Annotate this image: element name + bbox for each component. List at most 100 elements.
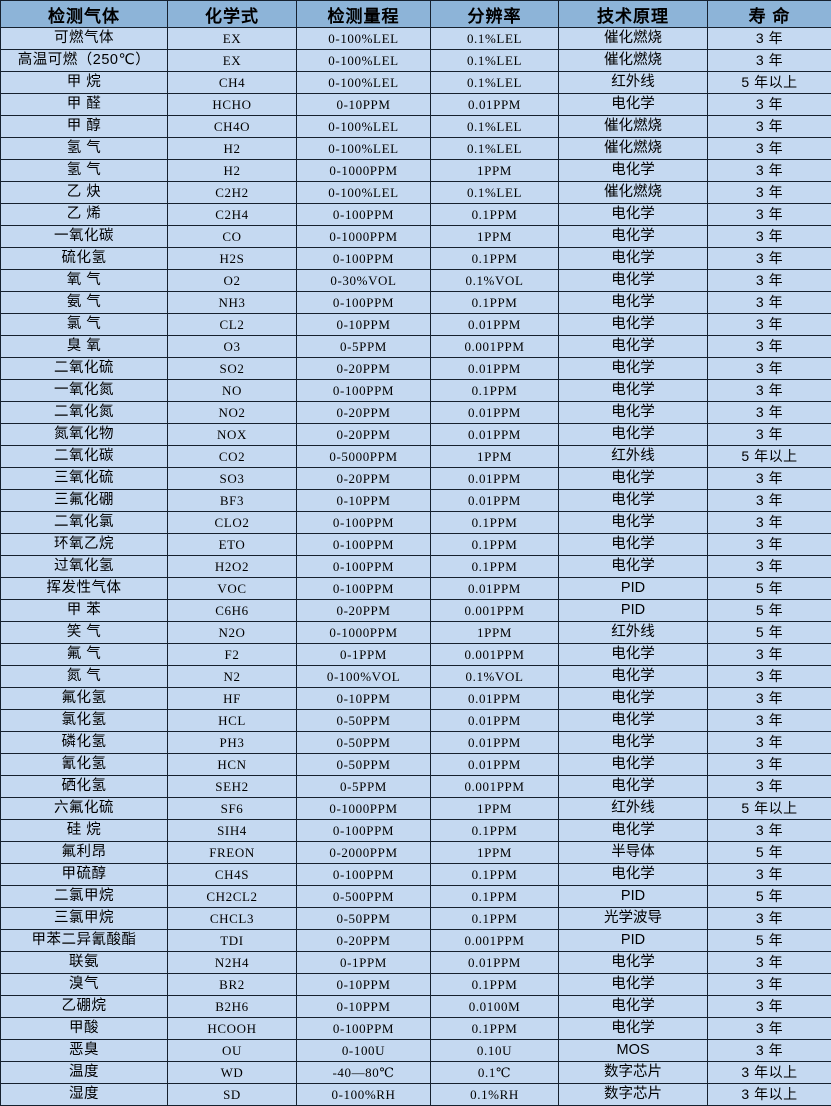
- cell-range: 0-5000PPM: [297, 446, 431, 468]
- cell-life: 3 年: [708, 314, 831, 336]
- cell-form: CH4: [168, 72, 297, 94]
- cell-form: OU: [168, 1040, 297, 1062]
- cell-res: 0.01PPM: [431, 578, 559, 600]
- cell-tech: 催化燃烧: [559, 138, 708, 160]
- cell-res: 0.1%LEL: [431, 138, 559, 160]
- cell-res: 0.1%LEL: [431, 72, 559, 94]
- cell-tech: 电化学: [559, 776, 708, 798]
- cell-res: 0.10U: [431, 1040, 559, 1062]
- cell-form: H2: [168, 138, 297, 160]
- cell-life: 3 年: [708, 226, 831, 248]
- cell-res: 0.1%RH: [431, 1084, 559, 1106]
- cell-form: B2H6: [168, 996, 297, 1018]
- cell-gas: 氟 气: [1, 644, 168, 666]
- cell-gas: 磷化氢: [1, 732, 168, 754]
- cell-life: 3 年: [708, 754, 831, 776]
- cell-form: SO3: [168, 468, 297, 490]
- cell-form: NO2: [168, 402, 297, 424]
- cell-range: 0-50PPM: [297, 732, 431, 754]
- cell-life: 3 年以上: [708, 1062, 831, 1084]
- cell-life: 3 年: [708, 534, 831, 556]
- cell-form: HCOOH: [168, 1018, 297, 1040]
- cell-range: 0-100%LEL: [297, 116, 431, 138]
- cell-tech: 电化学: [559, 974, 708, 996]
- cell-life: 5 年以上: [708, 798, 831, 820]
- cell-tech: 数字芯片: [559, 1062, 708, 1084]
- cell-form: SF6: [168, 798, 297, 820]
- cell-gas: 硅 烷: [1, 820, 168, 842]
- cell-life: 3 年: [708, 864, 831, 886]
- cell-range: 0-20PPM: [297, 468, 431, 490]
- cell-life: 3 年以上: [708, 1084, 831, 1106]
- cell-res: 0.1PPM: [431, 820, 559, 842]
- cell-gas: 恶臭: [1, 1040, 168, 1062]
- cell-life: 3 年: [708, 556, 831, 578]
- cell-tech: PID: [559, 886, 708, 908]
- cell-res: 1PPM: [431, 160, 559, 182]
- cell-res: 0.1PPM: [431, 512, 559, 534]
- cell-form: CO2: [168, 446, 297, 468]
- cell-tech: 电化学: [559, 864, 708, 886]
- cell-life: 3 年: [708, 644, 831, 666]
- cell-range: 0-100PPM: [297, 512, 431, 534]
- cell-gas: 甲 苯: [1, 600, 168, 622]
- cell-tech: 红外线: [559, 446, 708, 468]
- cell-form: O3: [168, 336, 297, 358]
- cell-form: NOX: [168, 424, 297, 446]
- cell-gas: 甲 烷: [1, 72, 168, 94]
- cell-life: 3 年: [708, 292, 831, 314]
- cell-gas: 挥发性气体: [1, 578, 168, 600]
- cell-form: C2H4: [168, 204, 297, 226]
- cell-range: 0-1000PPM: [297, 622, 431, 644]
- cell-life: 3 年: [708, 820, 831, 842]
- cell-range: 0-1000PPM: [297, 798, 431, 820]
- cell-life: 3 年: [708, 1018, 831, 1040]
- cell-tech: 电化学: [559, 424, 708, 446]
- cell-range: 0-10PPM: [297, 974, 431, 996]
- cell-range: 0-100PPM: [297, 864, 431, 886]
- cell-res: 0.01PPM: [431, 424, 559, 446]
- cell-gas: 氢 气: [1, 160, 168, 182]
- cell-gas: 溴气: [1, 974, 168, 996]
- cell-form: H2O2: [168, 556, 297, 578]
- cell-tech: 电化学: [559, 732, 708, 754]
- cell-form: F2: [168, 644, 297, 666]
- cell-life: 3 年: [708, 468, 831, 490]
- cell-gas: 氟化氢: [1, 688, 168, 710]
- cell-form: BR2: [168, 974, 297, 996]
- cell-range: 0-10PPM: [297, 94, 431, 116]
- cell-gas: 氯 气: [1, 314, 168, 336]
- cell-life: 3 年: [708, 710, 831, 732]
- cell-range: 0-1000PPM: [297, 160, 431, 182]
- cell-life: 3 年: [708, 512, 831, 534]
- cell-tech: 电化学: [559, 380, 708, 402]
- cell-tech: 催化燃烧: [559, 116, 708, 138]
- cell-form: NH3: [168, 292, 297, 314]
- cell-form: H2: [168, 160, 297, 182]
- cell-res: 0.01PPM: [431, 754, 559, 776]
- cell-gas: 氨 气: [1, 292, 168, 314]
- cell-res: 1PPM: [431, 842, 559, 864]
- cell-form: C6H6: [168, 600, 297, 622]
- cell-res: 0.1PPM: [431, 380, 559, 402]
- cell-tech: 半导体: [559, 842, 708, 864]
- cell-life: 3 年: [708, 138, 831, 160]
- cell-gas: 二氧化氮: [1, 402, 168, 424]
- cell-tech: 电化学: [559, 644, 708, 666]
- cell-range: 0-5PPM: [297, 336, 431, 358]
